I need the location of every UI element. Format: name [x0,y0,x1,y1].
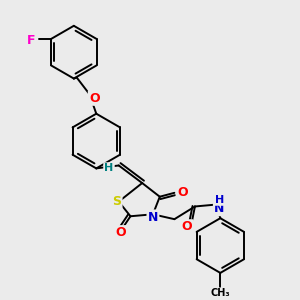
Text: O: O [182,220,192,233]
Text: O: O [116,226,126,239]
Text: N: N [214,202,224,215]
Text: O: O [89,92,100,105]
Text: F: F [27,34,36,47]
Text: O: O [177,186,188,199]
Text: H: H [104,164,114,173]
Text: H: H [215,195,224,205]
Text: S: S [112,195,121,208]
Text: N: N [148,211,158,224]
Text: CH₃: CH₃ [211,288,230,298]
